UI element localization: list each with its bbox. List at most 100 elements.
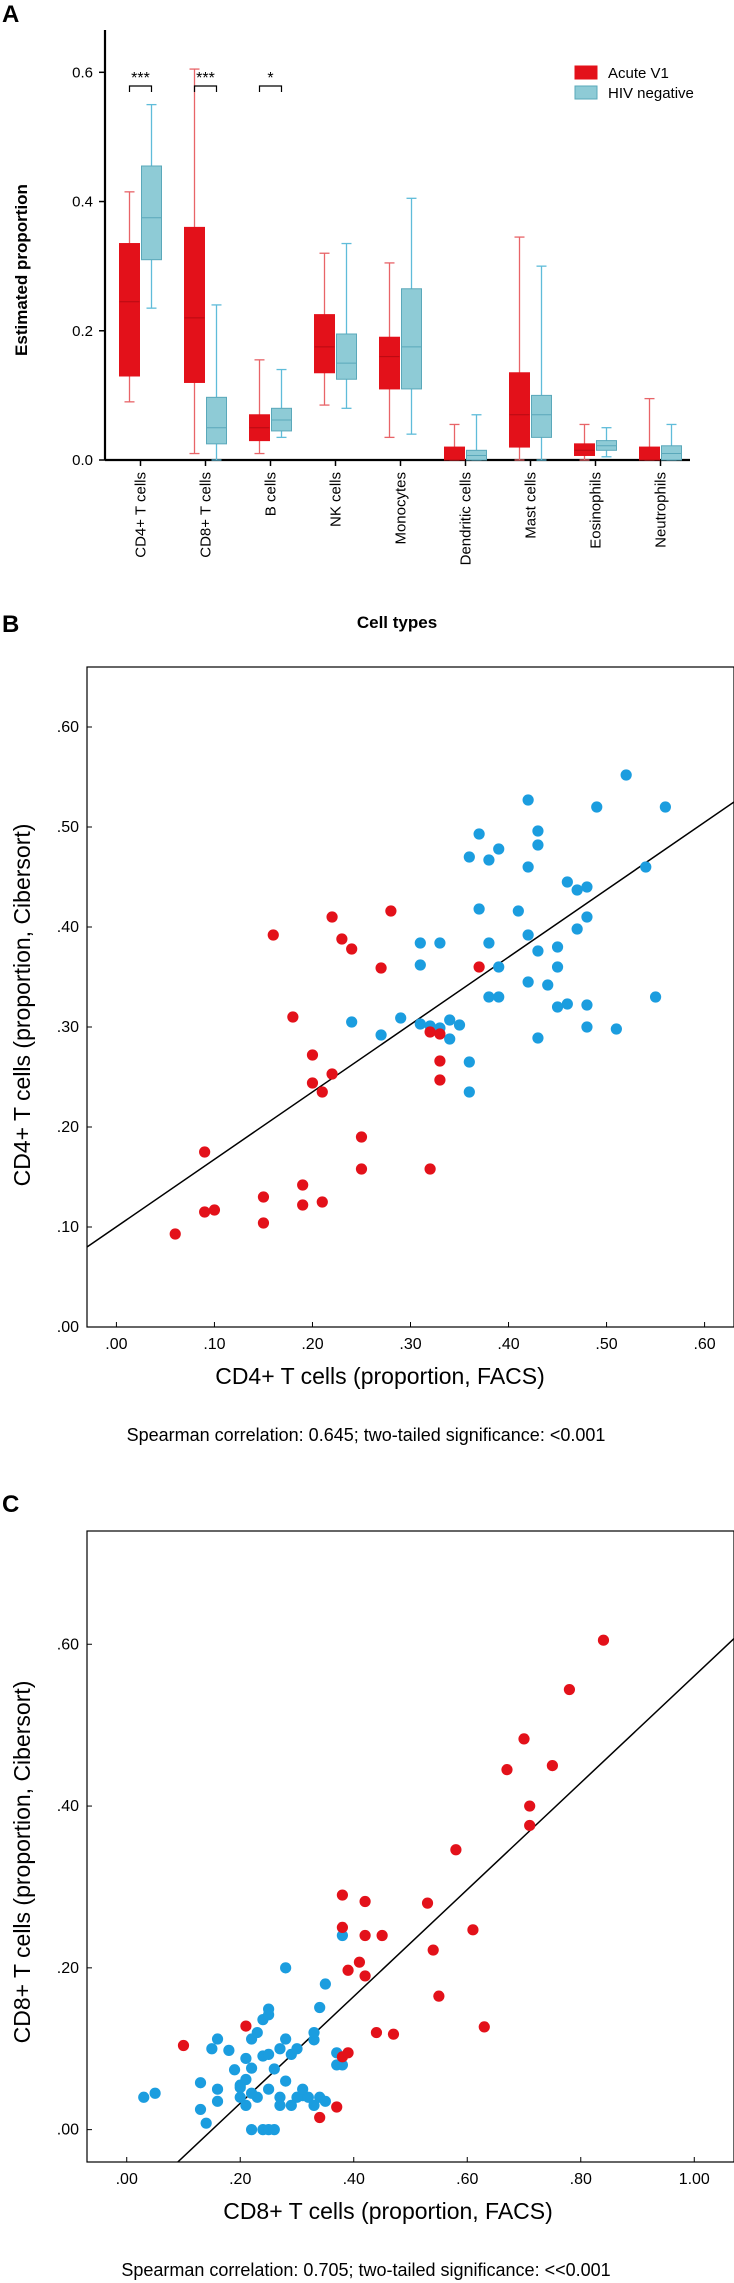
panel-a-xtick-label: CD4+ T cells	[133, 472, 150, 558]
point-acute-v1	[434, 1074, 446, 1086]
point-hiv-negative	[263, 2003, 275, 2015]
point-acute-v1	[563, 1683, 576, 1696]
point-hiv-negative	[522, 794, 534, 806]
point-acute-v1	[316, 1196, 328, 1208]
point-acute-v1	[376, 1929, 388, 1942]
panel-a-ylabel: Estimated proportion	[12, 184, 31, 356]
point-hiv-negative	[571, 884, 583, 896]
ytick-label: .40	[57, 1798, 79, 1815]
box-acute-v1	[444, 446, 465, 461]
scatter-panel-c: .00 .20 .40 .60 .80 1.00 .00 .20 .40 .60	[57, 1530, 734, 2188]
significance-bracket	[193, 85, 218, 92]
point-hiv-negative	[319, 2095, 331, 2107]
point-acute-v1	[326, 911, 338, 923]
box-acute-v1	[119, 243, 140, 377]
point-hiv-negative	[211, 2083, 224, 2095]
point-hiv-negative	[240, 2099, 252, 2111]
point-acute-v1	[306, 1049, 319, 1061]
point-acute-v1	[355, 1163, 368, 1175]
point-hiv-negative	[522, 976, 534, 988]
point-hiv-negative	[532, 945, 544, 957]
point-hiv-negative	[194, 2077, 207, 2089]
point-acute-v1	[434, 1028, 446, 1040]
ytick-label: .50	[57, 819, 79, 836]
point-hiv-negative	[551, 941, 564, 953]
point-hiv-negative	[375, 1029, 387, 1041]
point-acute-v1	[385, 905, 397, 917]
xtick-label: .60	[456, 2171, 478, 2188]
point-acute-v1	[169, 1228, 181, 1240]
point-hiv-negative	[463, 1056, 475, 1068]
point-hiv-negative	[268, 2124, 280, 2136]
xtick-label: .00	[105, 1336, 127, 1353]
panel-a-xtick-label: B cells	[263, 472, 280, 516]
point-acute-v1	[336, 1921, 348, 1933]
point-acute-v1	[346, 943, 358, 955]
xtick-label: .00	[116, 2171, 138, 2188]
significance-bracket	[258, 85, 283, 92]
panel-a-xtick-label: Neutrophils	[653, 472, 670, 548]
plot-frame	[86, 666, 734, 1328]
point-hiv-negative	[522, 929, 534, 941]
point-hiv-negative	[234, 2081, 246, 2094]
point-hiv-negative	[228, 2064, 241, 2076]
panel-b-xlabel: CD4+ T cells (proportion, FACS)	[215, 1363, 545, 1389]
significance-label: *	[267, 70, 273, 87]
point-hiv-negative	[268, 2063, 280, 2075]
point-hiv-negative	[463, 1086, 475, 1098]
point-hiv-negative	[240, 2073, 252, 2086]
point-hiv-negative	[274, 2043, 286, 2055]
point-hiv-negative	[473, 903, 485, 915]
point-hiv-negative	[610, 1023, 622, 1035]
point-acute-v1	[342, 1964, 354, 1976]
panel-b-caption: Spearman correlation: 0.645; two-tailed …	[127, 1425, 606, 1445]
point-hiv-negative	[512, 905, 524, 917]
panel-a-xtick-label: Mast cells	[523, 472, 540, 539]
point-hiv-negative	[571, 923, 583, 935]
xtick-label: 1.00	[679, 2171, 710, 2188]
point-hiv-negative	[285, 2099, 297, 2111]
point-hiv-negative	[245, 2124, 258, 2136]
point-acute-v1	[427, 1944, 439, 1956]
legend-label: HIV negative	[608, 85, 694, 102]
point-acute-v1	[359, 1929, 371, 1942]
point-acute-v1	[467, 1924, 479, 1936]
point-acute-v1	[359, 1895, 371, 1908]
xtick-label: .80	[570, 2171, 592, 2188]
panel-a-ytick-label: 0.0	[72, 452, 93, 469]
panel-letter-a: A	[2, 1, 19, 28]
xtick-label: .20	[301, 1336, 323, 1353]
significance-label: ***	[196, 70, 215, 87]
point-acute-v1	[597, 1634, 610, 1646]
point-hiv-negative	[149, 2087, 161, 2099]
point-hiv-negative	[245, 2062, 258, 2074]
panel-b-ylabel: CD4+ T cells (proportion, Cibersort)	[9, 824, 35, 1187]
xtick-label: .40	[497, 1336, 519, 1353]
point-acute-v1	[297, 1179, 309, 1191]
point-hiv-negative	[274, 2091, 286, 2103]
point-hiv-negative	[302, 2091, 314, 2103]
point-acute-v1	[433, 1990, 445, 2002]
ytick-label: .60	[57, 719, 79, 736]
point-hiv-negative	[659, 801, 671, 813]
point-hiv-negative	[581, 881, 593, 893]
point-hiv-negative	[211, 2095, 224, 2107]
point-acute-v1	[387, 2028, 400, 2040]
point-acute-v1	[326, 1068, 338, 1080]
point-acute-v1	[524, 1819, 536, 1832]
box-hiv-negative	[206, 396, 227, 445]
point-acute-v1	[359, 1970, 371, 1982]
panel-letter-b: B	[2, 611, 19, 638]
point-hiv-negative	[308, 2026, 320, 2039]
point-hiv-negative	[234, 2091, 246, 2103]
point-hiv-negative	[483, 991, 495, 1003]
point-hiv-negative	[434, 937, 446, 949]
point-hiv-negative	[395, 1012, 407, 1024]
point-hiv-negative	[493, 843, 505, 855]
point-acute-v1	[450, 1844, 462, 1856]
ytick-label: .00	[57, 2122, 79, 2139]
point-acute-v1	[478, 2021, 490, 2033]
point-hiv-negative	[522, 861, 534, 873]
box-hiv-negative	[401, 288, 422, 390]
point-hiv-negative	[251, 2091, 263, 2103]
